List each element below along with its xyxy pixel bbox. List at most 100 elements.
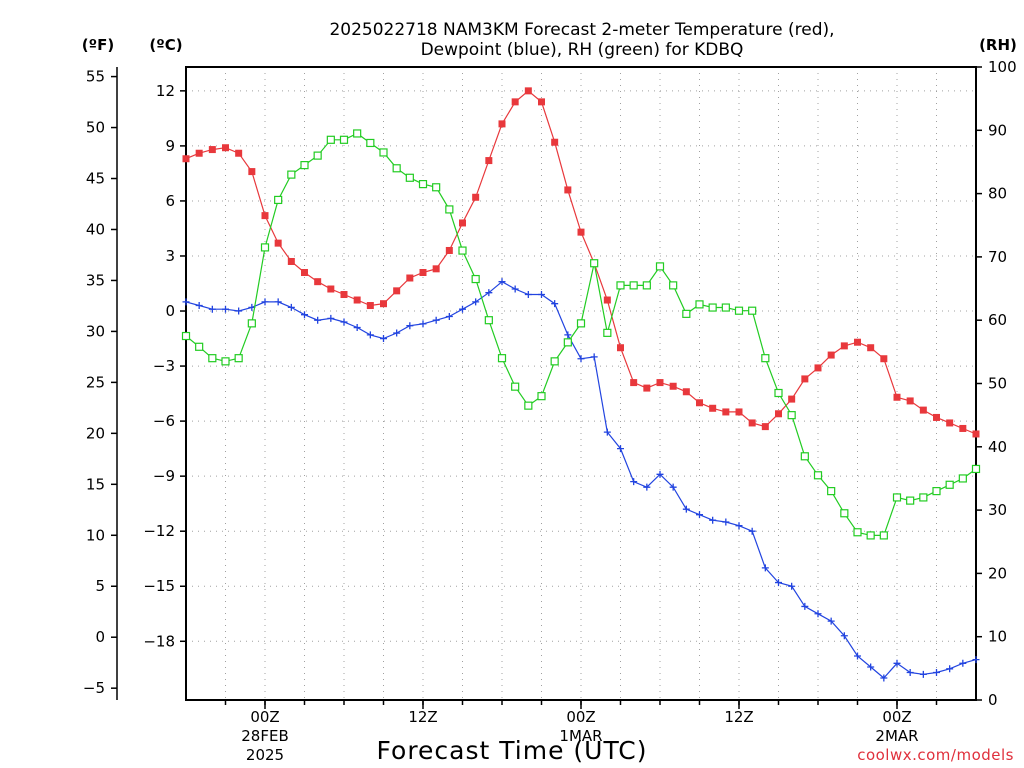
rh-point: [919, 493, 928, 502]
dewpoint-point: [933, 668, 940, 676]
temperature-point: [577, 228, 585, 236]
rh-point: [418, 180, 428, 189]
fahrenheit-tick-label: 15: [86, 475, 105, 493]
rh-point: [537, 392, 546, 401]
credit-text: coolwx.com/models: [857, 746, 1014, 764]
rh-point: [326, 135, 335, 144]
rh-point: [629, 281, 638, 290]
temperature-point: [314, 278, 322, 286]
dewpoint-point: [301, 311, 308, 319]
temperature-line: [185, 90, 977, 435]
temperature-point: [788, 395, 796, 403]
fahrenheit-tick-label: 10: [86, 526, 105, 544]
temperature-point: [340, 291, 348, 299]
temperature-point: [775, 410, 782, 418]
temperature-point: [393, 287, 401, 295]
dewpoint-point: [840, 632, 848, 640]
celsius-tick-label: 6: [165, 192, 175, 210]
dewpoint-point: [340, 318, 348, 326]
dewpoint-point: [182, 298, 190, 306]
temperature-point: [432, 265, 440, 273]
dewpoint-point: [235, 307, 243, 315]
rh-point: [603, 328, 612, 337]
rh-point: [669, 281, 678, 290]
temperature-point: [919, 406, 927, 414]
rh-point: [616, 281, 625, 290]
temperature-point: [419, 268, 427, 276]
rh-point: [287, 170, 296, 179]
fahrenheit-tick-label: 20: [86, 424, 105, 442]
fahrenheit-unit-label: (ºF): [82, 36, 114, 54]
dewpoint-point: [551, 300, 559, 308]
temperature-point: [946, 419, 954, 427]
rh-point: [432, 183, 441, 192]
temperature-point: [208, 146, 216, 154]
temperature-point: [235, 149, 243, 157]
x-axis-label: Forecast Time (UTC): [377, 736, 648, 765]
rh-point: [195, 342, 204, 351]
rh-tick-label: 60: [988, 311, 1007, 329]
rh-point: [642, 281, 651, 290]
dewpoint-point: [827, 617, 835, 625]
temperature-point: [801, 375, 809, 383]
fahrenheit-tick-label: 55: [86, 68, 105, 86]
time-tick-date: 2MAR: [875, 727, 918, 745]
dewpoint-point: [801, 602, 809, 610]
temperature-point: [854, 338, 861, 346]
temperature-point: [880, 355, 888, 363]
rh-point: [247, 319, 256, 328]
temperature-point: [867, 344, 875, 352]
dewpoint-point: [972, 656, 980, 664]
dewpoint-point: [959, 659, 967, 667]
dewpoint-point: [366, 331, 374, 339]
temperature-point: [524, 87, 532, 95]
dewpoint-point: [472, 298, 480, 306]
temperature-point: [511, 98, 519, 106]
temperature-point: [630, 379, 638, 387]
temperature-point: [472, 193, 480, 201]
rh-point: [339, 135, 349, 144]
rh-point: [695, 300, 704, 309]
rh-point: [748, 306, 757, 315]
rh-point: [787, 411, 796, 420]
rh-point: [563, 338, 572, 347]
rh-tick-label: 70: [988, 248, 1007, 266]
rh-point: [366, 138, 375, 148]
temperature-point: [261, 212, 269, 220]
rh-point: [800, 452, 809, 461]
dewpoint-point: [287, 303, 295, 311]
celsius-tick-label: 9: [165, 137, 175, 155]
rh-point: [813, 471, 823, 480]
temperature-point: [840, 342, 848, 350]
dewpoint-point: [577, 355, 585, 363]
rh-tick-label: 50: [988, 375, 1007, 393]
dewpoint-point: [459, 305, 466, 313]
rh-point: [655, 262, 665, 271]
rh-point: [721, 303, 730, 312]
temperature-point: [538, 98, 545, 106]
rh-tick-label: 90: [988, 121, 1007, 139]
dewpoint-point: [761, 564, 769, 572]
dewpoint-point: [524, 291, 532, 299]
time-tick-year: 2025: [246, 746, 284, 764]
rh-point: [892, 493, 902, 502]
temperature-point: [906, 397, 914, 405]
dewpoint-point: [643, 483, 651, 491]
rh-point: [471, 274, 480, 284]
temperature-point: [959, 424, 967, 432]
rh-point: [761, 354, 770, 363]
celsius-tick-label: −12: [143, 522, 175, 540]
temperature-point: [933, 413, 940, 421]
rh-tick-label: 30: [988, 501, 1007, 519]
rh-point: [682, 309, 691, 318]
rh-point: [497, 354, 507, 363]
rh-point: [221, 357, 230, 366]
temperature-point: [722, 408, 730, 416]
temperature-point: [182, 155, 190, 163]
dewpoint-point: [314, 316, 322, 324]
temperature-point: [498, 120, 506, 128]
dewpoint-point: [380, 335, 387, 343]
dewpoint-point: [419, 320, 427, 328]
dewpoint-point: [590, 353, 598, 361]
dewpoint-point: [775, 579, 782, 587]
